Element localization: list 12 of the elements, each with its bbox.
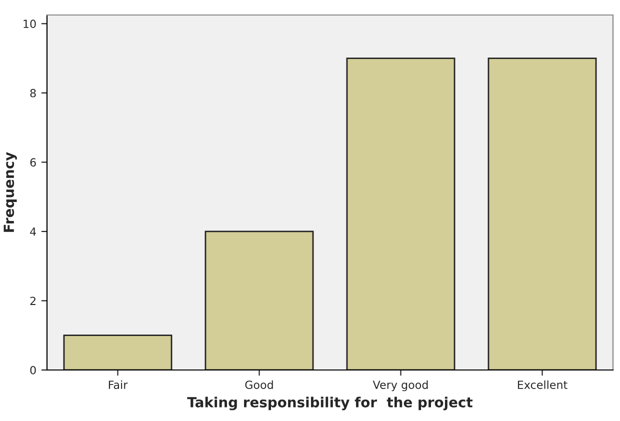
x-tick-label: Very good	[372, 380, 428, 392]
y-tick-label: 8	[30, 88, 36, 98]
x-tick-label: Good	[245, 380, 273, 390]
x-tick-label: Fair	[108, 380, 128, 390]
y-tick-label: 10	[24, 20, 36, 28]
x-tick-label: Excellent	[518, 380, 568, 390]
x-axis-title: Taking responsibility for the project	[187, 396, 473, 410]
y-tick-label: 6	[30, 158, 36, 167]
y-axis-title: Frequency	[4, 152, 17, 232]
y-tick-label: 2	[30, 296, 36, 305]
y-tick-label: 0	[30, 366, 36, 374]
y-tick-label: 4	[30, 228, 36, 236]
